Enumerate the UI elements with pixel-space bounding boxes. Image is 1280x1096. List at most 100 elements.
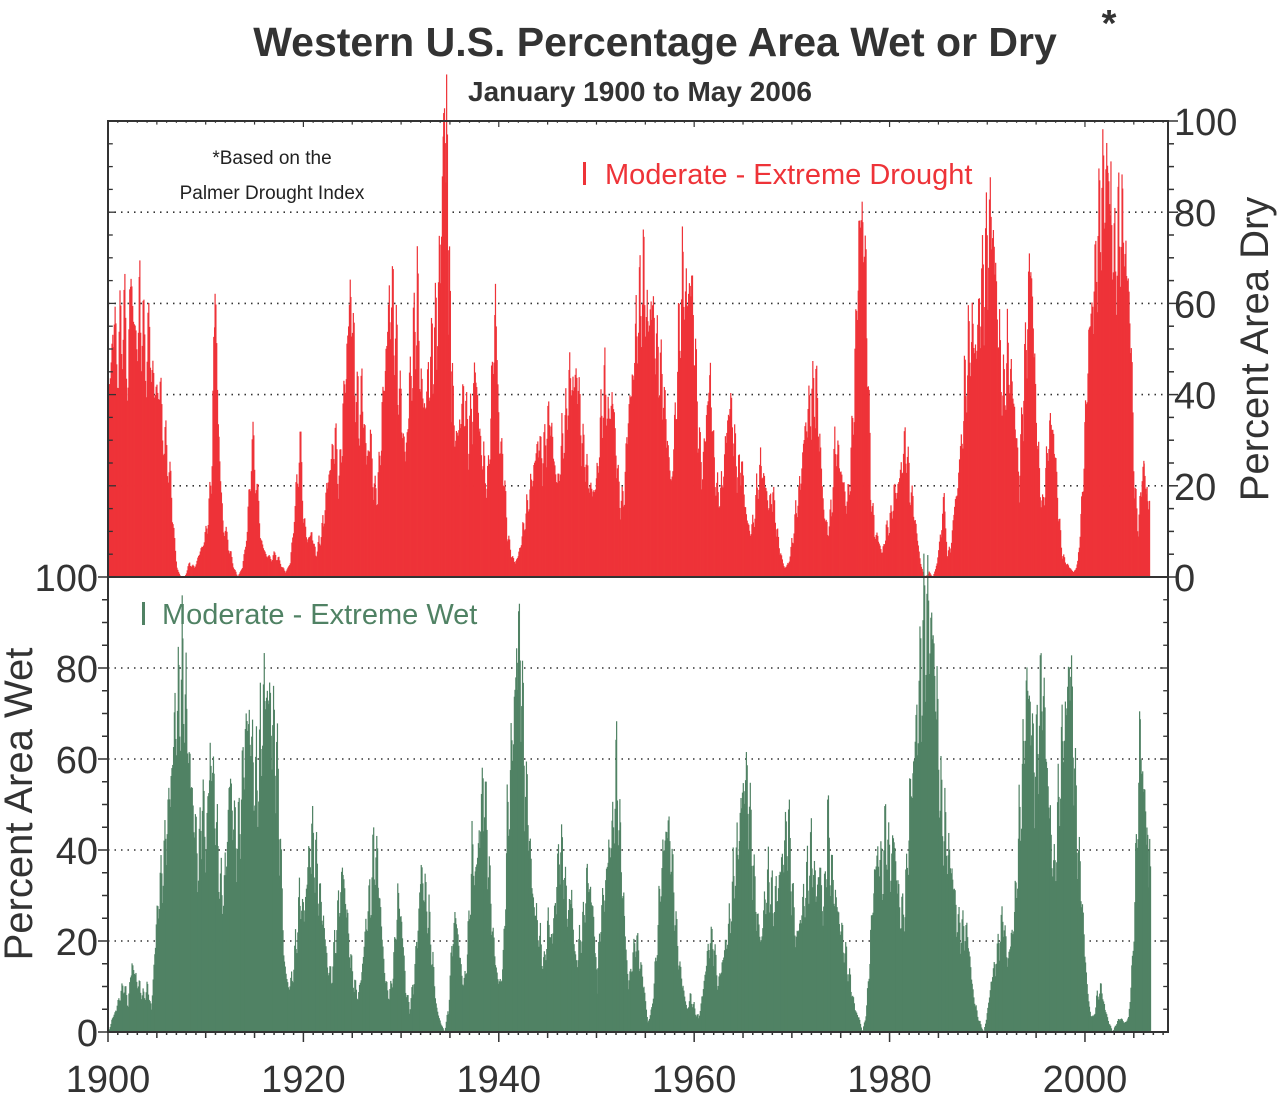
dry-bar <box>970 376 972 577</box>
dry-bar <box>599 417 601 577</box>
dry-bar <box>369 429 372 577</box>
dry-bar <box>476 387 478 577</box>
dry-bar <box>490 418 492 577</box>
wet-bar <box>1132 950 1134 1032</box>
dry-bar <box>1131 362 1133 577</box>
dry-bar <box>437 282 440 577</box>
dry-bar <box>344 392 347 577</box>
dry-bar <box>579 393 581 577</box>
wet-bar <box>546 920 549 1032</box>
dry-bar <box>722 487 724 577</box>
dry-bar <box>990 216 992 577</box>
dry-bar <box>708 392 710 577</box>
wet-bar <box>598 941 600 1032</box>
wet-bar <box>806 845 809 1032</box>
dry-bar <box>806 437 809 577</box>
dry-bar <box>556 483 558 577</box>
dry-bar <box>1087 373 1089 577</box>
dry-bar <box>289 563 291 577</box>
wet-bar <box>763 891 766 1032</box>
dry-bar <box>799 476 801 577</box>
dry-bar <box>1097 236 1099 577</box>
dry-bar <box>713 457 715 577</box>
dry-bar <box>537 457 540 577</box>
dry-bar <box>418 340 420 577</box>
wet-bar <box>929 653 931 1032</box>
wet-bar <box>798 930 800 1032</box>
dry-bar <box>385 348 387 577</box>
dry-bar <box>789 556 791 577</box>
wet-bar <box>608 839 610 1032</box>
wet-bar <box>490 934 493 1032</box>
wet-bar <box>408 1013 411 1032</box>
dry-bar <box>736 492 738 577</box>
wet-bar <box>1122 1021 1124 1032</box>
wet-bar <box>737 854 739 1032</box>
dry-bar <box>316 551 318 577</box>
wet-bar <box>233 800 236 1032</box>
dry-bar <box>528 509 530 577</box>
dry-bar <box>952 520 954 577</box>
wet-bar <box>173 712 175 1032</box>
dry-bar <box>502 453 504 577</box>
wet-bar <box>979 1020 981 1032</box>
dry-bar <box>581 443 583 577</box>
dry-bar <box>228 550 230 577</box>
dry-bar <box>416 345 418 577</box>
wet-bar <box>578 939 580 1032</box>
wet-bar <box>821 911 823 1032</box>
wet-bar <box>1021 763 1023 1032</box>
wet-bar <box>790 891 792 1032</box>
wet-bar <box>1010 946 1012 1032</box>
wet-bar <box>946 874 948 1032</box>
wet-bar <box>967 937 969 1032</box>
dry-bar <box>402 433 404 577</box>
dry-bar <box>1058 519 1060 577</box>
dry-bar <box>245 546 247 577</box>
dry-bar <box>732 456 734 577</box>
dry-bar <box>713 430 715 577</box>
dry-bar <box>241 569 243 577</box>
dry-bar <box>258 523 261 577</box>
dry-bar <box>232 563 234 577</box>
dry-bar <box>343 380 345 577</box>
dry-bar <box>128 329 130 577</box>
dry-bar <box>269 556 271 577</box>
dry-bar <box>244 549 246 577</box>
wet-bar <box>258 801 260 1032</box>
dry-bar <box>530 479 533 577</box>
wet-bar <box>823 873 826 1032</box>
dry-bar <box>617 464 619 577</box>
wet-bar <box>164 820 166 1032</box>
dry-bar <box>963 421 965 577</box>
dry-bar <box>266 556 268 577</box>
wet-bar <box>824 871 826 1032</box>
wet-bar <box>248 724 250 1032</box>
dry-bar <box>162 455 165 577</box>
wet-bar <box>782 864 784 1032</box>
dry-bar <box>701 479 704 577</box>
dry-bar <box>636 336 638 577</box>
dry-bar <box>443 108 446 577</box>
dry-bar <box>125 317 127 577</box>
wet-bar <box>670 871 672 1032</box>
wet-bar <box>359 982 361 1032</box>
dry-bar <box>666 440 669 577</box>
dry-bar <box>791 542 794 577</box>
wet-bar <box>565 885 567 1032</box>
dry-bar <box>276 560 278 577</box>
dry-bar <box>175 561 177 577</box>
wet-bar <box>393 952 395 1032</box>
wet-bar <box>992 968 995 1032</box>
dry-bar <box>809 426 812 577</box>
wet-bar <box>560 824 563 1032</box>
wet-bar <box>416 941 418 1032</box>
dry-bar <box>478 431 480 577</box>
dry-bar <box>638 332 640 577</box>
dry-bar <box>648 331 650 577</box>
dry-bar <box>757 498 759 577</box>
wet-bar <box>922 620 924 1032</box>
dry-bar <box>890 505 892 577</box>
dry-bar <box>953 514 955 577</box>
wet-bar <box>569 899 571 1032</box>
